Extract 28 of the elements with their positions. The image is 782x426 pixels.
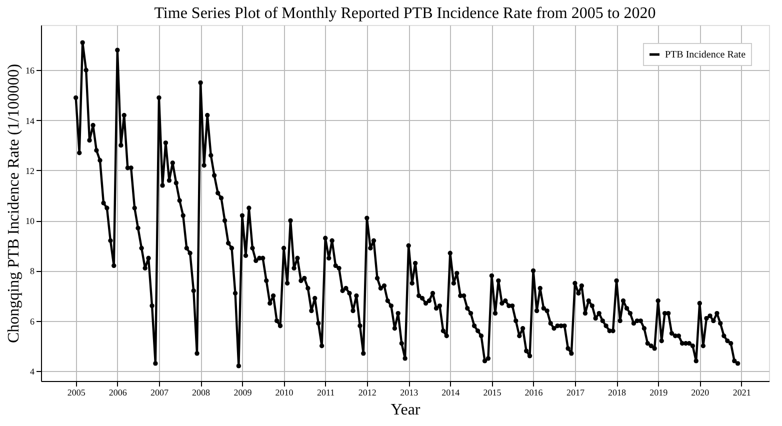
y-tick-label: 8 [30, 266, 35, 276]
x-tick-label: 2008 [192, 388, 211, 398]
y-tick-label: 6 [30, 316, 35, 326]
y-tick-label: 12 [26, 166, 34, 176]
x-tick-label: 2011 [317, 388, 335, 398]
x-tick-label: 2012 [358, 388, 376, 398]
y-tick-label: 16 [26, 66, 35, 76]
x-tick-label: 2007 [150, 388, 169, 398]
legend-label: PTB Incidence Rate [665, 50, 746, 60]
x-tick-label: 2019 [650, 388, 668, 398]
x-tick-label: 2020 [691, 388, 710, 398]
x-tick-label: 2013 [400, 388, 419, 398]
x-tick-label: 2021 [732, 388, 751, 398]
x-tick-label: 2006 [108, 388, 128, 398]
x-tick-label: 2014 [442, 388, 460, 398]
x-tick-label: 2005 [67, 388, 86, 398]
x-tick-label: 2010 [275, 388, 294, 398]
x-tick-label: 2015 [483, 388, 502, 398]
y-tick-label: 4 [30, 366, 35, 376]
x-tick-label: 2016 [524, 388, 544, 398]
x-tick-label: 2017 [566, 388, 585, 398]
x-tick-label: 2009 [234, 388, 252, 398]
y-axis-title: Chongqing PTB Incidence Rate (1/100000) [6, 64, 22, 344]
y-tick-label: 10 [26, 216, 35, 226]
chart-title: Time Series Plot of Monthly Reported PTB Incidence Rate from 2005 to 2020 [154, 5, 656, 22]
y-tick-label: 14 [26, 116, 35, 126]
x-axis-title: Year [390, 402, 421, 418]
x-tick-label: 2018 [608, 388, 627, 398]
